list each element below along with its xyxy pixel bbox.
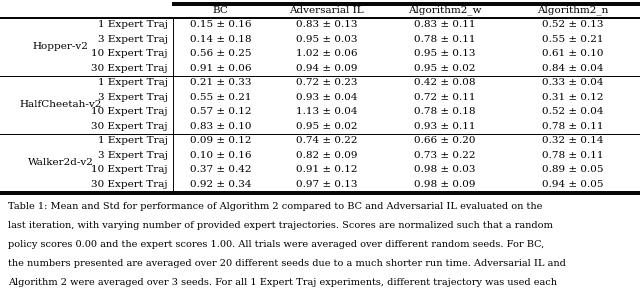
- Text: 3 Expert Traj: 3 Expert Traj: [98, 151, 168, 160]
- Text: Algorithm2_n: Algorithm2_n: [537, 5, 609, 15]
- Text: 10 Expert Traj: 10 Expert Traj: [91, 107, 168, 116]
- Text: 0.84 ± 0.04: 0.84 ± 0.04: [542, 64, 604, 73]
- Text: 0.78 ± 0.18: 0.78 ± 0.18: [414, 107, 476, 116]
- Text: 0.89 ± 0.05: 0.89 ± 0.05: [542, 165, 604, 174]
- Text: BC: BC: [213, 6, 228, 15]
- Text: 30 Expert Traj: 30 Expert Traj: [91, 64, 168, 73]
- Text: Algorithm2_w: Algorithm2_w: [408, 5, 481, 15]
- Text: 1.02 ± 0.06: 1.02 ± 0.06: [296, 49, 357, 58]
- Text: 10 Expert Traj: 10 Expert Traj: [91, 165, 168, 174]
- Text: 0.72 ± 0.11: 0.72 ± 0.11: [414, 93, 476, 102]
- Text: Walker2d-v2: Walker2d-v2: [28, 158, 93, 167]
- Text: 0.95 ± 0.13: 0.95 ± 0.13: [414, 49, 476, 58]
- Text: 0.83 ± 0.13: 0.83 ± 0.13: [296, 20, 357, 29]
- Text: 0.91 ± 0.12: 0.91 ± 0.12: [296, 165, 357, 174]
- Text: 1 Expert Traj: 1 Expert Traj: [98, 20, 168, 29]
- Text: 0.55 ± 0.21: 0.55 ± 0.21: [542, 35, 604, 44]
- Text: 0.15 ± 0.16: 0.15 ± 0.16: [190, 20, 252, 29]
- Text: 0.56 ± 0.25: 0.56 ± 0.25: [190, 49, 252, 58]
- Text: 1 Expert Traj: 1 Expert Traj: [98, 136, 168, 145]
- Text: 0.37 ± 0.42: 0.37 ± 0.42: [190, 165, 252, 174]
- Text: Table 1: Mean and Std for performance of Algorithm 2 compared to BC and Adversar: Table 1: Mean and Std for performance of…: [8, 202, 542, 211]
- Text: 1 Expert Traj: 1 Expert Traj: [98, 78, 168, 87]
- Text: 30 Expert Traj: 30 Expert Traj: [91, 180, 168, 189]
- Text: 0.91 ± 0.06: 0.91 ± 0.06: [190, 64, 252, 73]
- Text: 3 Expert Traj: 3 Expert Traj: [98, 93, 168, 102]
- Text: 0.32 ± 0.14: 0.32 ± 0.14: [542, 136, 604, 145]
- Text: 0.21 ± 0.33: 0.21 ± 0.33: [190, 78, 252, 87]
- Text: 0.78 ± 0.11: 0.78 ± 0.11: [542, 151, 604, 160]
- Text: 0.73 ± 0.22: 0.73 ± 0.22: [414, 151, 476, 160]
- Text: the numbers presented are averaged over 20 different seeds due to a much shorter: the numbers presented are averaged over …: [8, 259, 566, 268]
- Text: 0.52 ± 0.13: 0.52 ± 0.13: [542, 20, 604, 29]
- Text: 0.98 ± 0.03: 0.98 ± 0.03: [414, 165, 476, 174]
- Text: 0.94 ± 0.05: 0.94 ± 0.05: [542, 180, 604, 189]
- Text: 0.83 ± 0.10: 0.83 ± 0.10: [190, 122, 252, 131]
- Text: 0.97 ± 0.13: 0.97 ± 0.13: [296, 180, 357, 189]
- Text: 0.93 ± 0.11: 0.93 ± 0.11: [414, 122, 476, 131]
- Text: 0.94 ± 0.09: 0.94 ± 0.09: [296, 64, 357, 73]
- Text: 0.33 ± 0.04: 0.33 ± 0.04: [542, 78, 604, 87]
- Text: 0.57 ± 0.12: 0.57 ± 0.12: [190, 107, 252, 116]
- Text: 0.95 ± 0.02: 0.95 ± 0.02: [414, 64, 476, 73]
- Text: Hopper-v2: Hopper-v2: [33, 42, 88, 51]
- Text: 0.78 ± 0.11: 0.78 ± 0.11: [414, 35, 476, 44]
- Text: 0.14 ± 0.18: 0.14 ± 0.18: [190, 35, 252, 44]
- Text: 0.93 ± 0.04: 0.93 ± 0.04: [296, 93, 357, 102]
- Text: HalfCheetah-v2: HalfCheetah-v2: [19, 100, 102, 109]
- Text: 0.52 ± 0.04: 0.52 ± 0.04: [542, 107, 604, 116]
- Text: 0.92 ± 0.34: 0.92 ± 0.34: [190, 180, 252, 189]
- Text: 0.31 ± 0.12: 0.31 ± 0.12: [542, 93, 604, 102]
- Text: 30 Expert Traj: 30 Expert Traj: [91, 122, 168, 131]
- Text: 0.74 ± 0.22: 0.74 ± 0.22: [296, 136, 357, 145]
- Text: 0.72 ± 0.23: 0.72 ± 0.23: [296, 78, 357, 87]
- Text: 10 Expert Traj: 10 Expert Traj: [91, 49, 168, 58]
- Text: policy scores 0.00 and the expert scores 1.00. All trials were averaged over dif: policy scores 0.00 and the expert scores…: [8, 240, 544, 249]
- Text: 0.61 ± 0.10: 0.61 ± 0.10: [542, 49, 604, 58]
- Text: 0.83 ± 0.11: 0.83 ± 0.11: [414, 20, 476, 29]
- Text: 0.42 ± 0.08: 0.42 ± 0.08: [414, 78, 476, 87]
- Text: 0.82 ± 0.09: 0.82 ± 0.09: [296, 151, 357, 160]
- Text: 0.55 ± 0.21: 0.55 ± 0.21: [190, 93, 252, 102]
- Text: last iteration, with varying number of provided expert trajectories. Scores are : last iteration, with varying number of p…: [8, 221, 552, 230]
- Text: 0.95 ± 0.02: 0.95 ± 0.02: [296, 122, 357, 131]
- Text: 0.09 ± 0.12: 0.09 ± 0.12: [190, 136, 252, 145]
- Text: 0.66 ± 0.20: 0.66 ± 0.20: [414, 136, 476, 145]
- Text: 0.78 ± 0.11: 0.78 ± 0.11: [542, 122, 604, 131]
- Text: Algorithm 2 were averaged over 3 seeds. For all 1 Expert Traj experiments, diffe: Algorithm 2 were averaged over 3 seeds. …: [8, 278, 557, 287]
- Text: 0.95 ± 0.03: 0.95 ± 0.03: [296, 35, 357, 44]
- Text: 1.13 ± 0.04: 1.13 ± 0.04: [296, 107, 357, 116]
- Text: 0.10 ± 0.16: 0.10 ± 0.16: [190, 151, 252, 160]
- Text: 3 Expert Traj: 3 Expert Traj: [98, 35, 168, 44]
- Text: Adversarial IL: Adversarial IL: [289, 6, 364, 15]
- Text: 0.98 ± 0.09: 0.98 ± 0.09: [414, 180, 476, 189]
